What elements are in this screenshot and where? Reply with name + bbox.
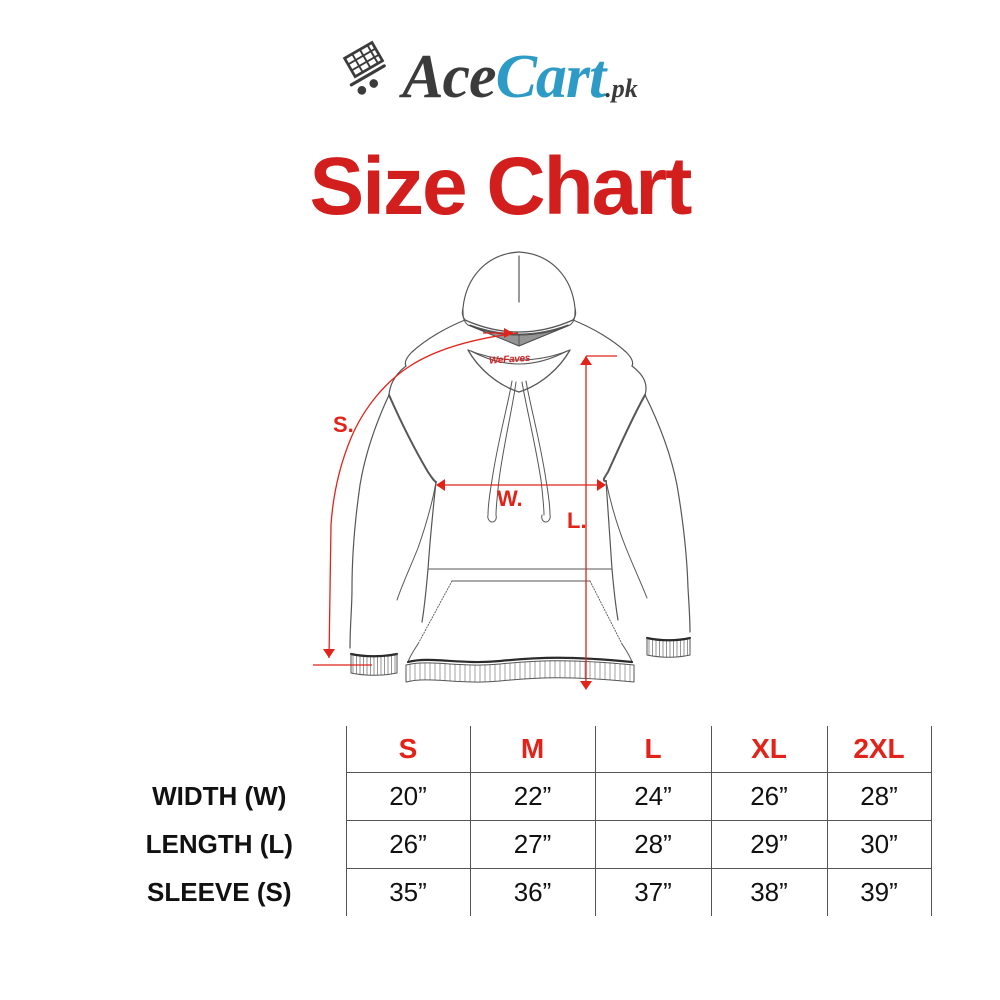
svg-text:WeFaves: WeFaves <box>489 353 531 367</box>
svg-text:L.: L. <box>567 508 587 533</box>
svg-text:W.: W. <box>497 486 523 511</box>
svg-text:S.: S. <box>333 412 354 437</box>
